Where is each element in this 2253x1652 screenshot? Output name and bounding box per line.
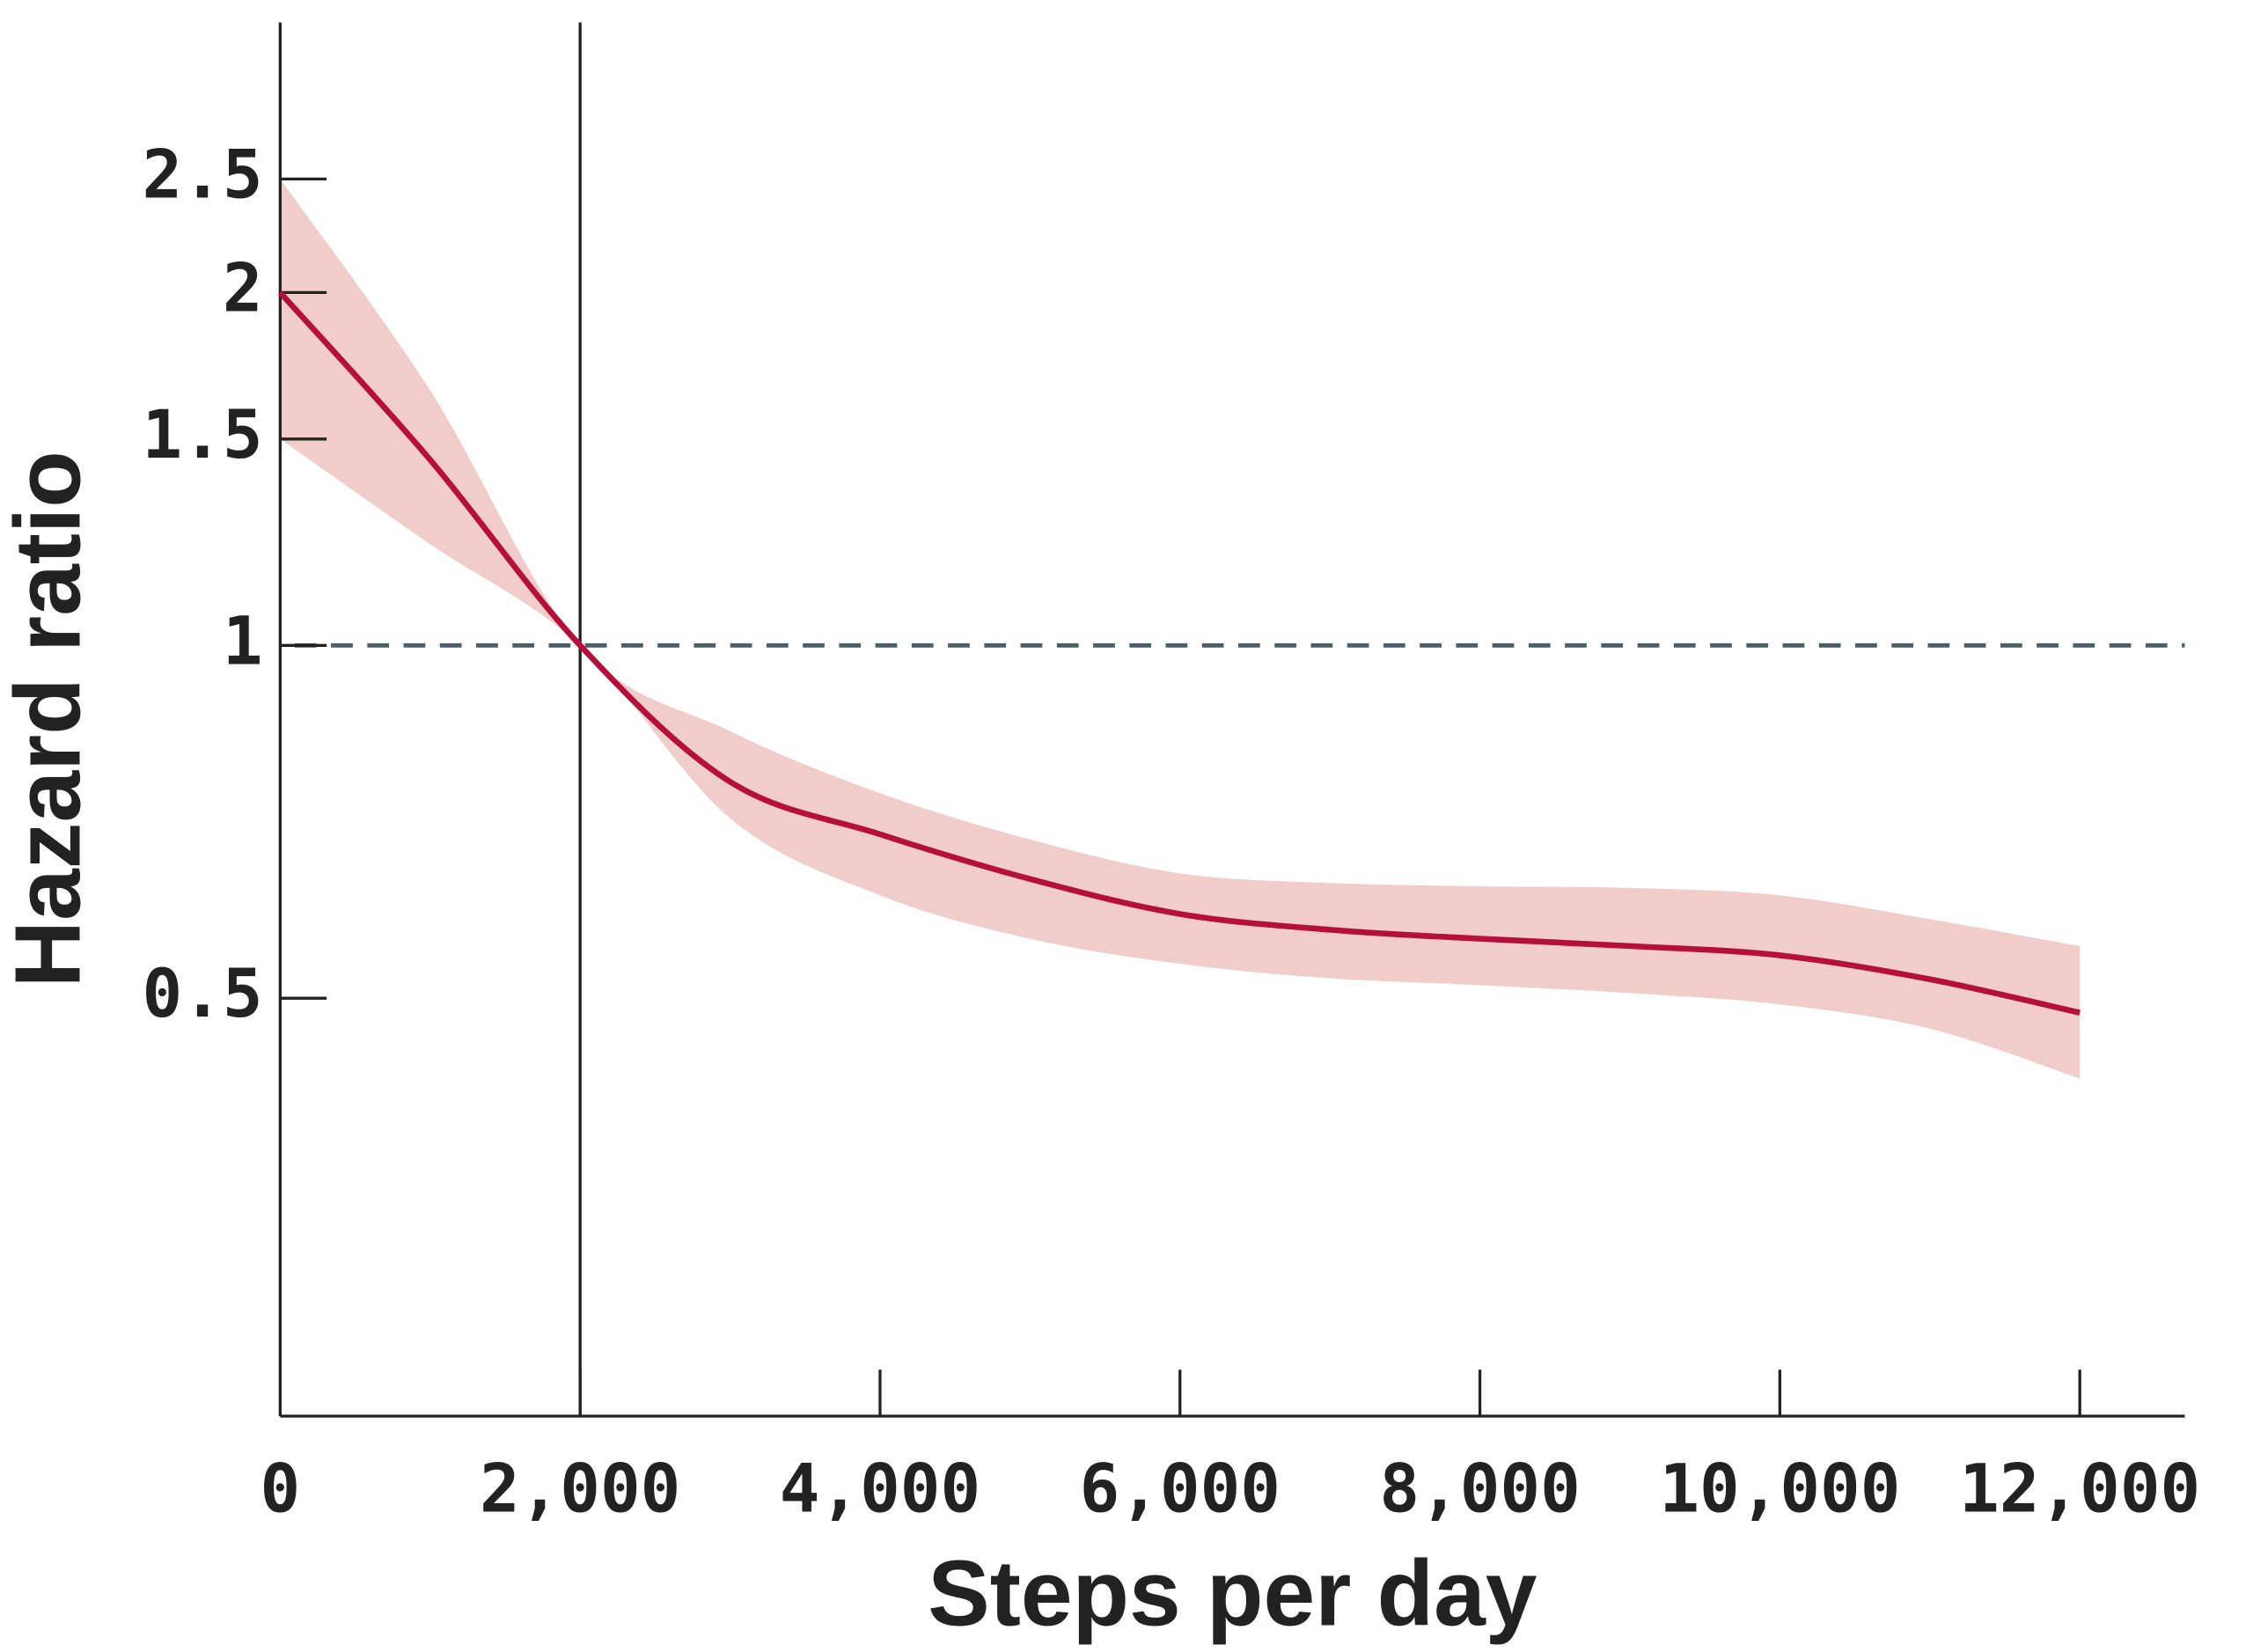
y-tick-label: 2.5 xyxy=(143,136,263,213)
y-tick-label: 1 xyxy=(223,602,263,679)
x-tick-label: 8,000 xyxy=(1379,1450,1580,1527)
hazard-curve xyxy=(277,290,2081,1016)
y-tick-label: 0.5 xyxy=(143,955,263,1032)
confidence-band xyxy=(280,179,2081,1079)
y-tick-label: 2 xyxy=(223,249,263,327)
y-axis-title: Hazard ratio xyxy=(0,451,100,988)
x-tick-label: 12,000 xyxy=(1959,1450,2200,1527)
y-tick-label: 1.5 xyxy=(143,396,263,474)
x-tick-label: 4,000 xyxy=(780,1450,980,1527)
x-tick-label: 2,000 xyxy=(480,1450,680,1527)
x-axis-title: Steps per day xyxy=(928,1541,1537,1645)
x-tick-label: 6,000 xyxy=(1080,1450,1281,1527)
x-tick-label: 0 xyxy=(261,1450,301,1527)
x-tick-label: 10,000 xyxy=(1659,1450,1900,1527)
